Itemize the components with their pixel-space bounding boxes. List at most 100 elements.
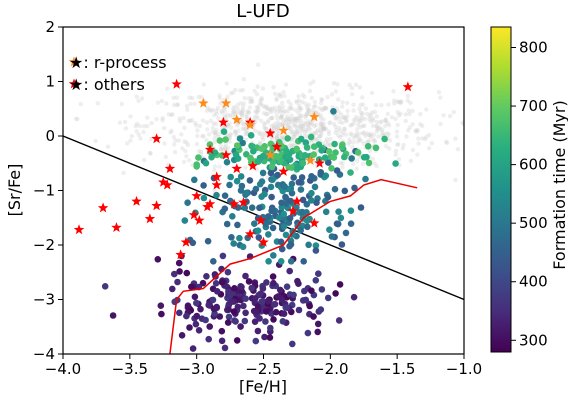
background-point: [281, 110, 286, 115]
data-point: [331, 140, 338, 148]
background-point: [236, 128, 241, 133]
background-point: [329, 92, 335, 97]
background-point: [315, 127, 321, 133]
data-point: [317, 169, 325, 176]
background-point: [225, 122, 231, 128]
data-point: [224, 319, 232, 326]
background-point: [351, 102, 356, 107]
data-point: [269, 224, 277, 232]
background-point: [288, 119, 294, 125]
background-point: [289, 106, 295, 112]
background-point: [334, 114, 340, 119]
background-point: [164, 101, 169, 106]
background-point: [260, 86, 266, 91]
background-point: [416, 141, 421, 146]
background-point: [306, 108, 312, 113]
background-point: [336, 133, 341, 138]
data-point: [224, 268, 232, 276]
data-point: [259, 169, 267, 177]
background-point: [438, 95, 443, 100]
background-point: [347, 139, 353, 145]
background-point: [394, 134, 400, 139]
data-point: [318, 286, 326, 293]
data-point: [205, 301, 212, 309]
background-point: [371, 118, 376, 123]
background-point: [159, 98, 164, 104]
data-point: [336, 281, 344, 288]
background-point: [239, 113, 245, 118]
background-point: [95, 101, 101, 106]
star-point-r_process: [231, 114, 242, 125]
background-point: [319, 128, 324, 133]
data-point: [230, 308, 238, 315]
background-point: [386, 132, 392, 137]
background-point: [290, 131, 295, 136]
background-point: [398, 99, 404, 104]
star-point-others: [278, 165, 289, 176]
background-point: [307, 120, 312, 126]
data-point: [218, 337, 226, 345]
background-point: [214, 111, 219, 117]
background-point: [420, 136, 425, 141]
data-point: [303, 144, 311, 151]
background-point: [348, 123, 353, 128]
background-point: [270, 115, 275, 121]
data-point: [287, 258, 295, 265]
background-point: [257, 140, 263, 145]
background-point: [199, 149, 204, 154]
star-point-others: [211, 179, 222, 190]
background-point: [262, 104, 267, 110]
data-point: [199, 279, 207, 287]
data-point: [247, 132, 255, 139]
background-point: [293, 124, 298, 129]
star-point-others: [175, 249, 186, 260]
background-point: [399, 99, 404, 105]
star-point-others: [180, 236, 192, 247]
background-point: [288, 126, 293, 131]
background-point: [280, 122, 286, 127]
background-point: [297, 124, 302, 129]
background-point: [276, 120, 281, 125]
background-point: [426, 132, 432, 138]
background-point: [75, 116, 80, 122]
background-point: [398, 111, 403, 116]
background-point: [359, 138, 364, 143]
background-point: [245, 117, 250, 122]
star-point-others: [402, 81, 414, 92]
background-point: [233, 130, 238, 136]
background-point: [268, 108, 273, 113]
background-point: [270, 106, 275, 111]
background-point: [275, 108, 281, 114]
background-point: [284, 117, 290, 122]
star-point-others: [131, 195, 142, 206]
background-point: [239, 112, 245, 117]
background-point: [326, 129, 331, 134]
background-point: [73, 116, 79, 122]
background-point: [200, 118, 206, 123]
data-point: [308, 173, 315, 180]
background-point: [291, 118, 296, 124]
data-point: [283, 304, 291, 311]
background-point: [149, 120, 154, 126]
background-point: [222, 146, 228, 151]
tick-layer: −4.0 −3.5 −3.0 −2.5 −2.0 −1.5 −1.0 2 1 0 −1 −2 −3 −4: [33, 18, 482, 378]
model-curve: [169, 178, 418, 354]
background-point: [410, 108, 415, 114]
background-point: [272, 105, 278, 110]
background-point: [320, 125, 325, 130]
data-point: [234, 155, 242, 162]
x-tick-label: −4.0: [45, 360, 81, 378]
background-point: [379, 129, 385, 135]
background-point: [294, 128, 299, 133]
data-point: [188, 283, 195, 291]
background-point: [349, 132, 354, 137]
data-point: [354, 149, 362, 156]
background-point: [269, 115, 274, 121]
background-point: [382, 131, 388, 137]
background-point: [302, 94, 307, 100]
background-point: [216, 115, 221, 121]
background-point: [218, 146, 224, 152]
background-point: [318, 124, 323, 130]
background-point: [280, 100, 285, 106]
background-point: [380, 127, 385, 132]
